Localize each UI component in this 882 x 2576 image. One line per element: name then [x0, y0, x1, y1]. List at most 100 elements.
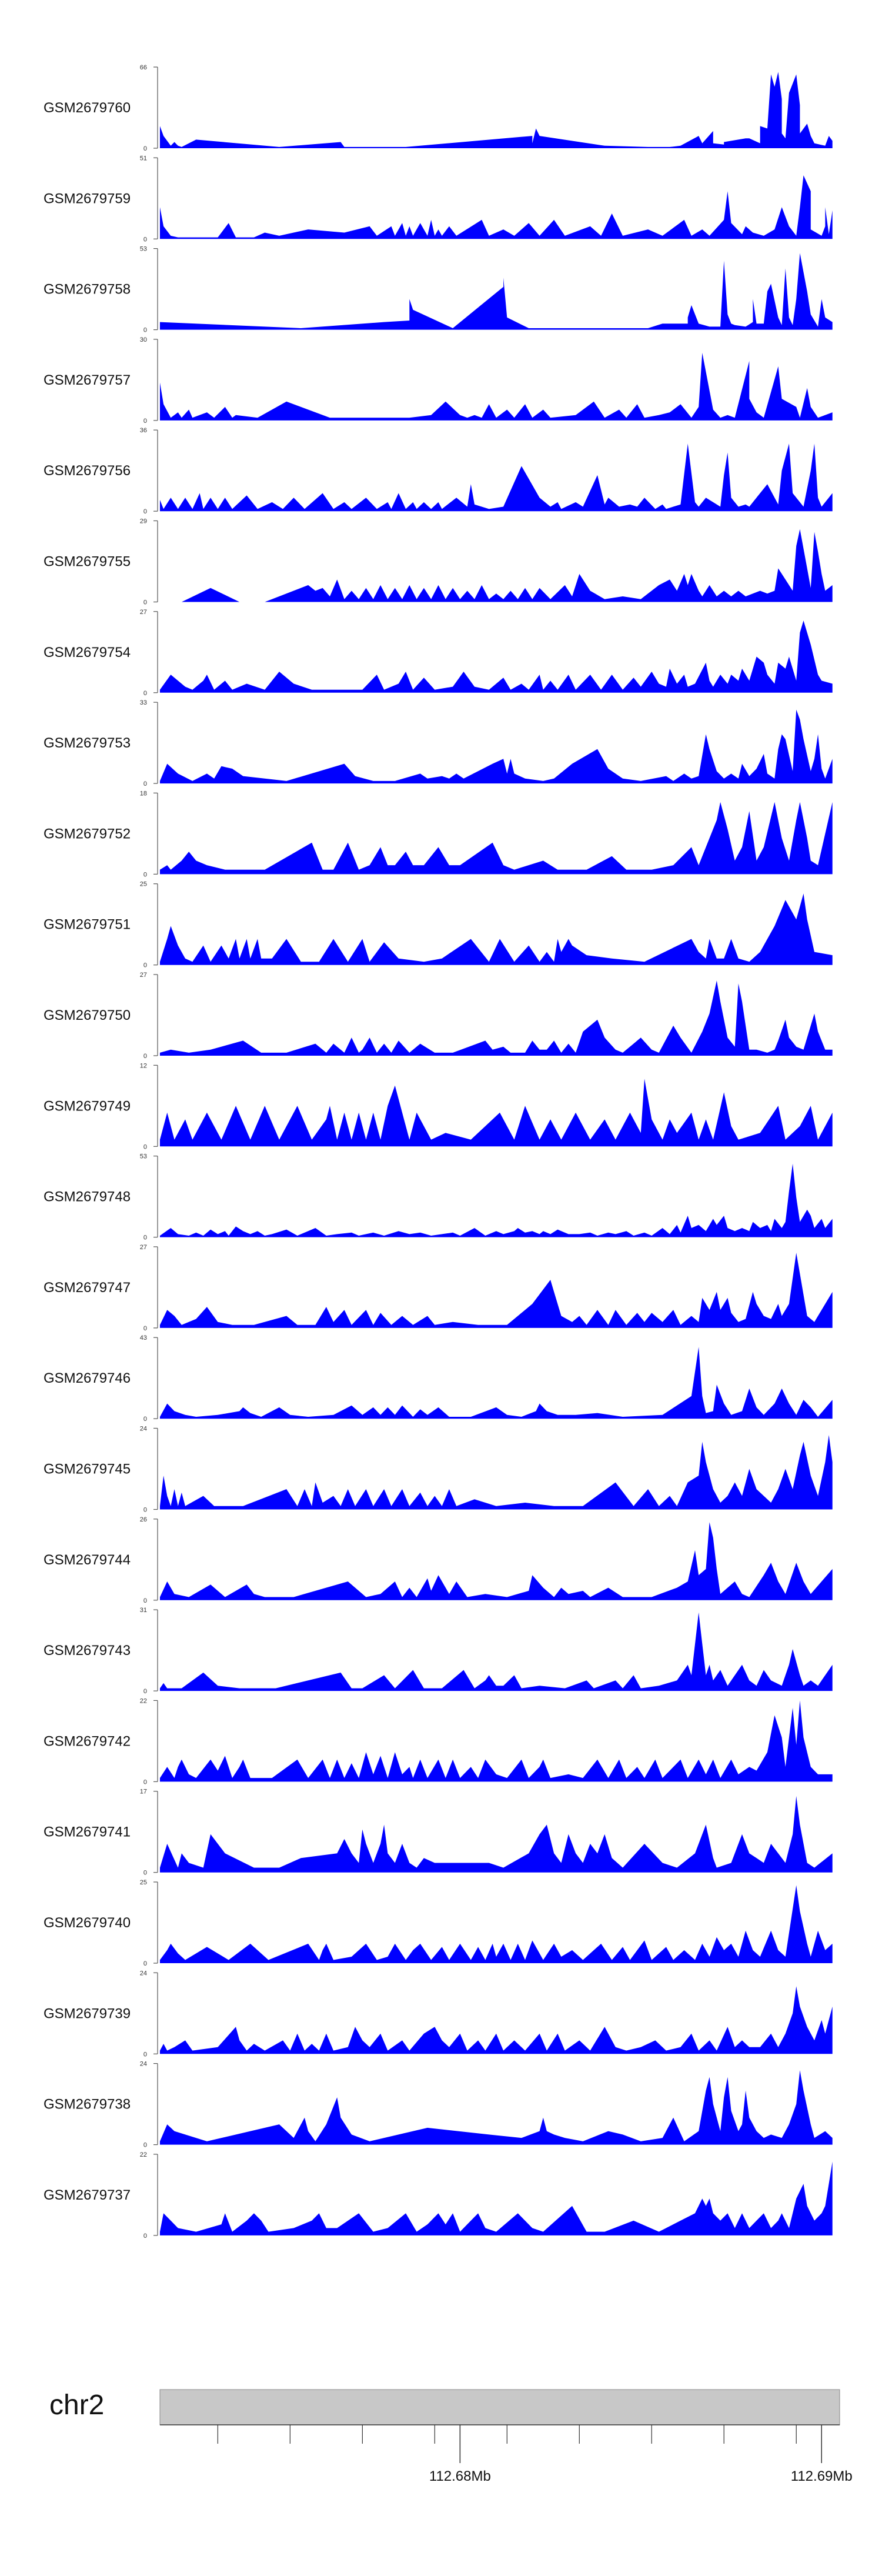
y-tick-label-max: 53 — [140, 1153, 147, 1160]
y-tick-label-zero: 0 — [143, 1325, 147, 1332]
coverage-area — [160, 175, 833, 239]
track-label: GSM2679750 — [44, 1007, 131, 1023]
track-label: GSM2679758 — [44, 282, 131, 298]
y-tick-label-max: 22 — [140, 1697, 147, 1704]
coverage-area — [160, 2070, 833, 2145]
y-tick-label-zero: 0 — [143, 1053, 147, 1060]
coverage-area — [160, 72, 833, 149]
track-GSM2679737: GSM2679737 22 0 — [44, 2151, 833, 2240]
y-tick-label-max: 17 — [140, 1788, 147, 1796]
track-GSM2679760: GSM2679760 66 0 — [44, 64, 833, 152]
y-tick-label-zero: 0 — [143, 1778, 147, 1786]
y-tick-label-zero: 0 — [143, 508, 147, 515]
y-tick-label-zero: 0 — [143, 327, 147, 334]
y-tick-label-max: 25 — [140, 881, 147, 888]
y-tick-label-max: 31 — [140, 1607, 147, 1614]
y-tick-label-max: 66 — [140, 64, 147, 71]
track-label: GSM2679759 — [44, 191, 131, 206]
y-tick-label-max: 33 — [140, 699, 147, 706]
track-label: GSM2679743 — [44, 1643, 131, 1659]
y-tick-label-zero: 0 — [143, 2051, 147, 2058]
track-label: GSM2679753 — [44, 735, 131, 751]
coverage-area — [160, 1435, 833, 1510]
track-label: GSM2679755 — [44, 554, 131, 570]
track-label: GSM2679749 — [44, 1098, 131, 1114]
track-GSM2679738: GSM2679738 24 0 — [44, 2061, 833, 2149]
coverage-area — [160, 2161, 833, 2235]
track-GSM2679758: GSM2679758 53 0 — [44, 246, 833, 334]
coverage-area — [160, 1163, 833, 1237]
track-label: GSM2679741 — [44, 1824, 131, 1840]
y-tick-label-zero: 0 — [143, 599, 147, 606]
coverage-area — [160, 1885, 833, 1963]
track-label: GSM2679737 — [44, 2187, 131, 2203]
track-label: GSM2679757 — [44, 372, 131, 388]
genome-position-label: 112.68Mb — [429, 2468, 491, 2484]
genome-position-label: 112.69Mb — [791, 2468, 853, 2484]
chromosome-label: chr2 — [49, 2390, 104, 2421]
y-tick-label-zero: 0 — [143, 780, 147, 788]
y-tick-label-zero: 0 — [143, 1143, 147, 1150]
y-tick-label-zero: 0 — [143, 2142, 147, 2149]
y-tick-label-zero: 0 — [143, 1960, 147, 1967]
coverage-area — [160, 802, 833, 875]
y-tick-label-zero: 0 — [143, 690, 147, 697]
track-GSM2679744: GSM2679744 26 0 — [44, 1516, 833, 1604]
y-tick-label-max: 24 — [140, 2061, 147, 2068]
track-GSM2679754: GSM2679754 27 0 — [44, 609, 833, 697]
y-tick-label-zero: 0 — [143, 1870, 147, 1877]
track-label: GSM2679747 — [44, 1280, 131, 1296]
coverage-area — [160, 1986, 833, 2054]
track-label: GSM2679739 — [44, 2006, 131, 2021]
track-label: GSM2679744 — [44, 1552, 131, 1568]
track-GSM2679745: GSM2679745 24 0 — [44, 1426, 833, 1514]
track-GSM2679756: GSM2679756 36 0 — [44, 427, 833, 515]
track-GSM2679759: GSM2679759 51 0 — [44, 155, 833, 243]
track-GSM2679747: GSM2679747 27 0 — [44, 1244, 833, 1332]
coverage-area — [160, 1796, 833, 1873]
track-label: GSM2679756 — [44, 463, 131, 479]
track-GSM2679748: GSM2679748 53 0 — [44, 1153, 833, 1242]
track-label: GSM2679740 — [44, 1915, 131, 1931]
track-label: GSM2679752 — [44, 826, 131, 842]
track-label: GSM2679742 — [44, 1733, 131, 1749]
coverage-area — [160, 352, 833, 421]
y-tick-label-zero: 0 — [143, 1507, 147, 1514]
y-tick-label-zero: 0 — [143, 1597, 147, 1604]
track-GSM2679751: GSM2679751 25 0 — [44, 881, 833, 969]
track-label: GSM2679751 — [44, 917, 131, 933]
track-label: GSM2679745 — [44, 1461, 131, 1477]
coverage-area — [160, 1522, 833, 1600]
y-tick-label-max: 24 — [140, 1970, 147, 1977]
coverage-area — [160, 529, 833, 602]
y-tick-label-zero: 0 — [143, 871, 147, 878]
track-GSM2679740: GSM2679740 25 0 — [44, 1879, 833, 1967]
track-label: GSM2679746 — [44, 1370, 131, 1386]
coverage-area — [160, 1079, 833, 1147]
track-label: GSM2679760 — [44, 100, 131, 116]
chromosome-ideogram: chr2 112.68Mb 112.69Mb — [49, 2389, 853, 2484]
y-tick-label-zero: 0 — [143, 2233, 147, 2240]
track-GSM2679753: GSM2679753 33 0 — [44, 699, 833, 788]
chromosome-band — [159, 2389, 840, 2425]
y-tick-label-max: 27 — [140, 1244, 147, 1251]
coverage-area — [160, 443, 833, 512]
track-GSM2679755: GSM2679755 29 0 — [44, 518, 833, 606]
y-tick-label-zero: 0 — [143, 1234, 147, 1242]
coverage-area — [160, 1700, 833, 1782]
track-GSM2679752: GSM2679752 18 0 — [44, 790, 833, 878]
track-GSM2679749: GSM2679749 12 0 — [44, 1062, 833, 1150]
y-tick-label-zero: 0 — [143, 418, 147, 425]
data-tracks: GSM2679760660GSM2679759510GSM2679758530G… — [44, 64, 833, 2240]
coverage-area — [160, 253, 833, 330]
y-tick-label-max: 30 — [140, 336, 147, 343]
coverage-area — [160, 893, 833, 965]
y-tick-label-zero: 0 — [143, 236, 147, 243]
coverage-area — [160, 1253, 833, 1328]
track-label: GSM2679754 — [44, 645, 131, 660]
track-GSM2679746: GSM2679746 43 0 — [44, 1334, 833, 1423]
y-tick-label-max: 43 — [140, 1334, 147, 1342]
track-GSM2679741: GSM2679741 17 0 — [44, 1788, 833, 1877]
y-tick-label-max: 27 — [140, 609, 147, 616]
